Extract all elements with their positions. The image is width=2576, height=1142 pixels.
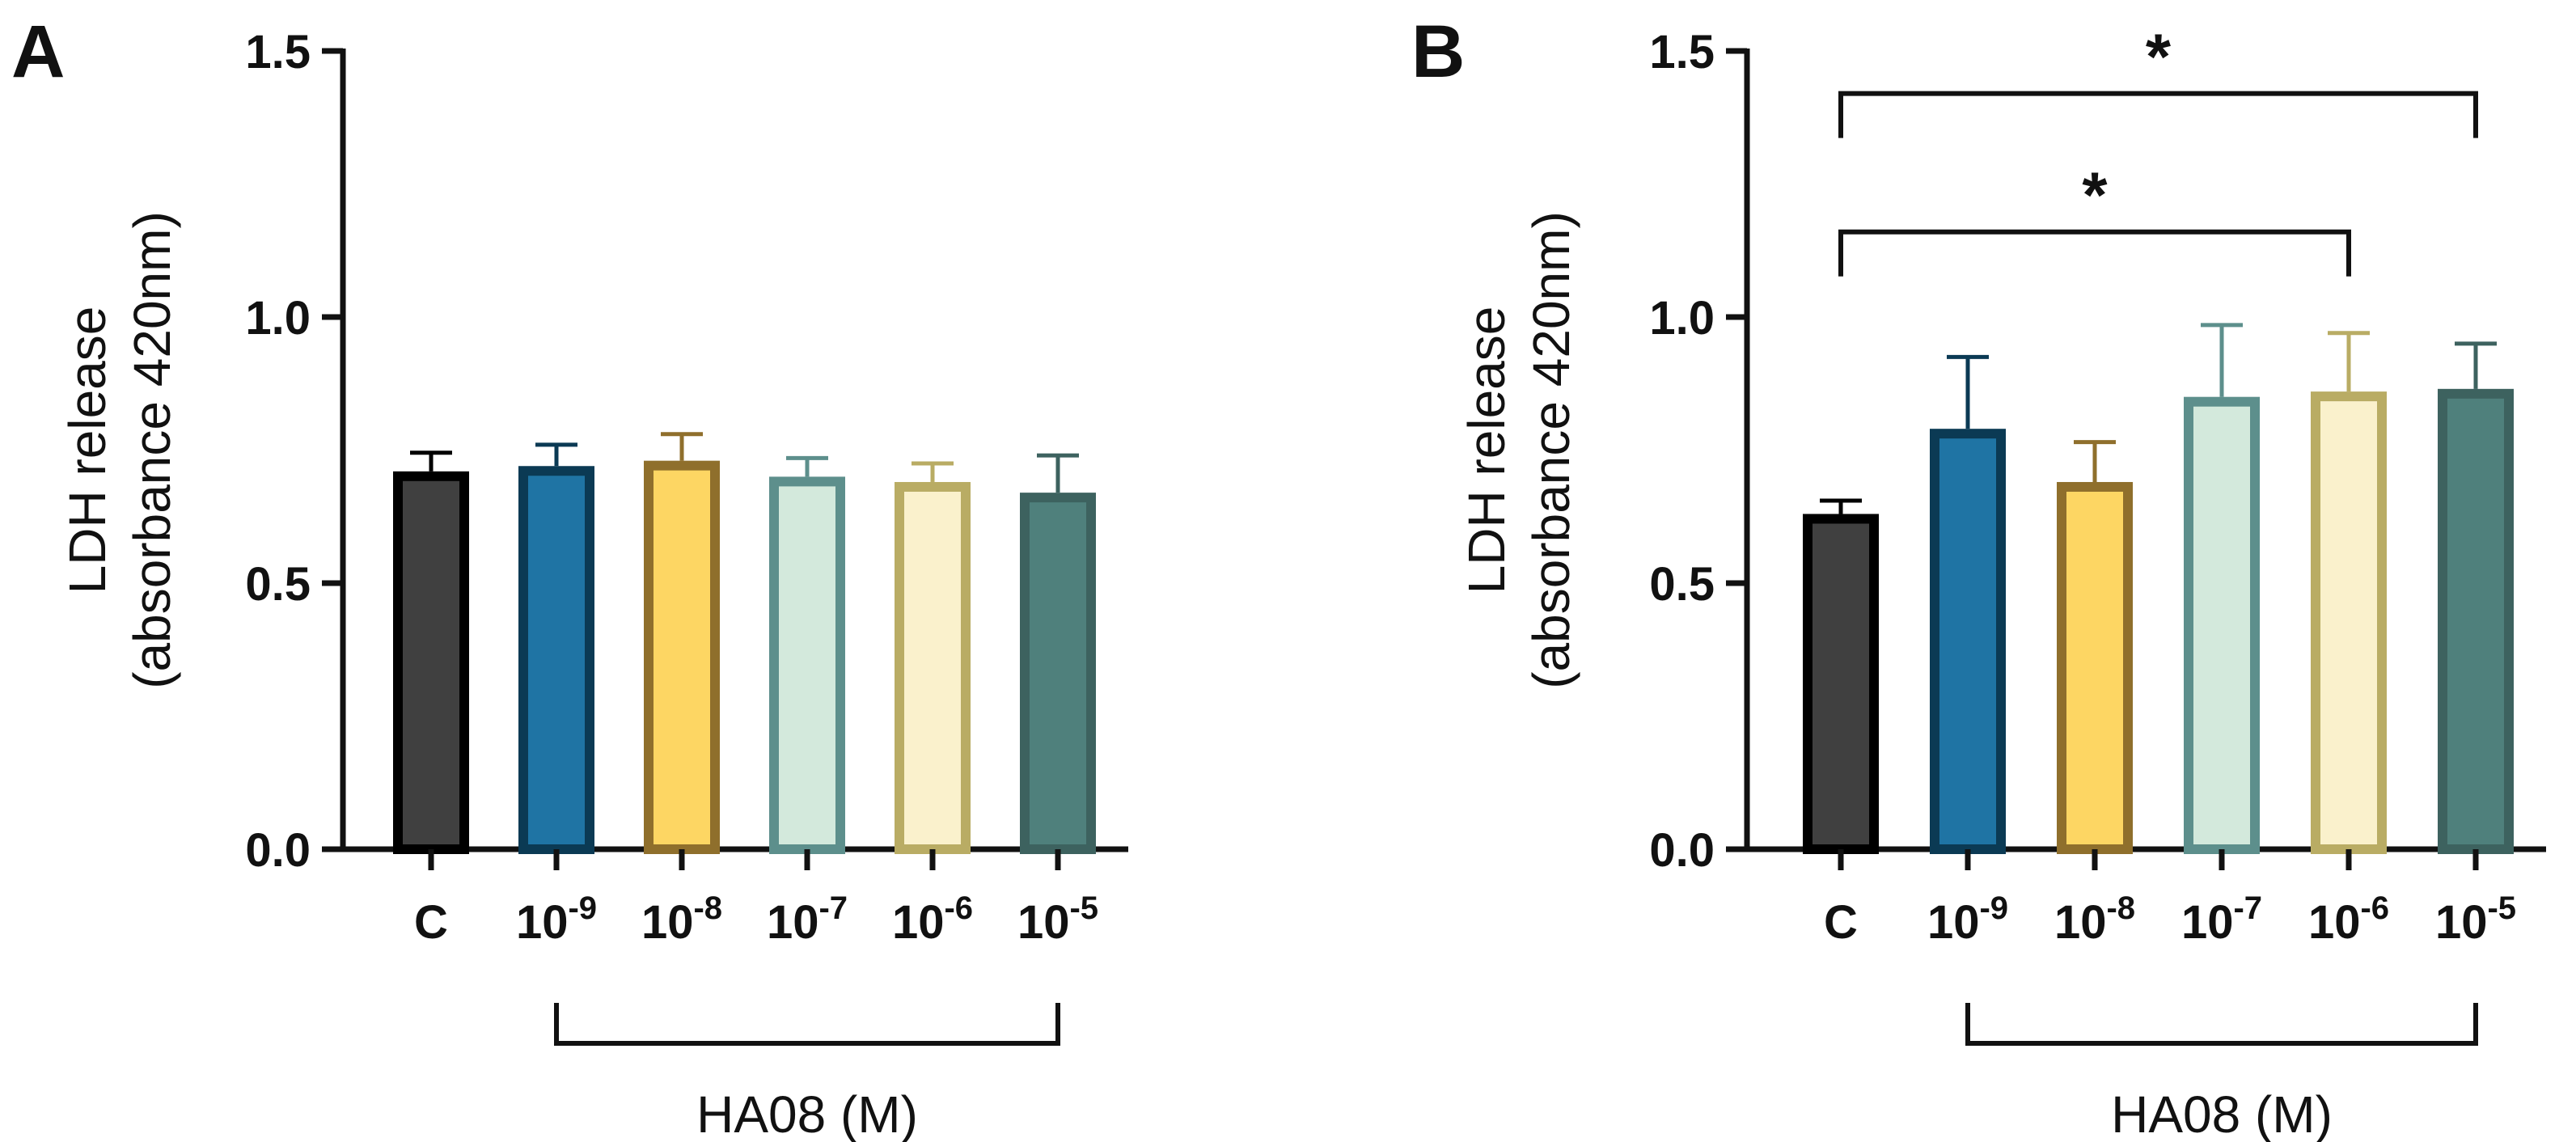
panel-b-bar xyxy=(1930,429,2006,854)
panel-a-bar xyxy=(644,460,720,854)
panel-b-chart: B 0.0 0.5 1.0 1.5 LDH release (absorbance 420… xyxy=(1411,11,2546,1142)
panel-a-chart: A 0.0 0.5 1.0 1.5 LDH release (absorbance 420… xyxy=(11,11,1128,1142)
panel-b-significance-star: * xyxy=(2082,159,2108,231)
panel-a-bar xyxy=(769,476,845,855)
panel-a-group-label: HA08 (M) xyxy=(696,1085,918,1142)
panel-b-xtick-label: 10-8 xyxy=(2054,890,2135,949)
panel-a-xtick-label: 10-6 xyxy=(892,890,973,949)
panel-b-ylabel-line1: LDH release xyxy=(1457,307,1516,594)
panel-a-ytick-label: 1.5 xyxy=(245,26,311,78)
panel-b-xtick-label: 10-7 xyxy=(2181,890,2262,949)
panel-a-ytick-label: 1.0 xyxy=(245,292,311,345)
panel-b-letter: B xyxy=(1411,11,1465,93)
panel-b-ytick-label: 1.5 xyxy=(1649,26,1715,78)
panel-b-significance-star: * xyxy=(2146,21,2172,93)
panel-a-xtick-label: C xyxy=(414,896,448,949)
panel-a-xtick-label: 10-9 xyxy=(516,890,597,949)
panel-b-ytick-label: 0.0 xyxy=(1649,824,1715,877)
panel-b-ytick-label: 1.0 xyxy=(1649,292,1715,345)
panel-a-bar xyxy=(393,471,469,854)
panel-a-xtick-label: 10-8 xyxy=(641,890,722,949)
panel-b-xtick-label: 10-6 xyxy=(2308,890,2389,949)
panel-b-bar xyxy=(2311,391,2387,854)
panel-b-bar xyxy=(2438,388,2514,854)
panel-a-xtick-label: 10-5 xyxy=(1017,890,1098,949)
panel-a-letter: A xyxy=(11,11,65,93)
panel-a-xtick-label: 10-7 xyxy=(767,890,848,949)
panel-b-significance-bracket xyxy=(1838,229,2351,277)
panel-b-xtick-label: C xyxy=(1824,896,1858,949)
panel-b-significance-bracket xyxy=(1838,91,2478,138)
panel-a-bar xyxy=(1020,493,1096,854)
panel-b-xtick-label: 10-9 xyxy=(1927,890,2008,949)
panel-b-group-bracket xyxy=(1965,1003,2478,1046)
panel-a-ytick-label: 0.5 xyxy=(245,558,311,611)
panel-b-bar xyxy=(2057,481,2133,854)
panel-a-ylabel-line1: LDH release xyxy=(58,307,116,594)
panel-b-ytick-label: 0.5 xyxy=(1649,558,1715,611)
panel-a-group-bracket xyxy=(554,1003,1060,1046)
panel-a-bar xyxy=(518,466,594,854)
panel-b-bar xyxy=(2184,396,2260,854)
panel-a-ytick-label: 0.0 xyxy=(245,824,311,877)
panel-b-bar xyxy=(1803,514,1879,855)
panel-b-ylabel-line2: (absorbance 420nm) xyxy=(1522,211,1580,689)
panel-a-bar xyxy=(895,481,971,854)
panel-b-group-label: HA08 (M) xyxy=(2111,1085,2333,1142)
panel-a-ylabel-line2: (absorbance 420nm) xyxy=(123,211,181,689)
panel-b-xtick-label: 10-5 xyxy=(2435,890,2516,949)
